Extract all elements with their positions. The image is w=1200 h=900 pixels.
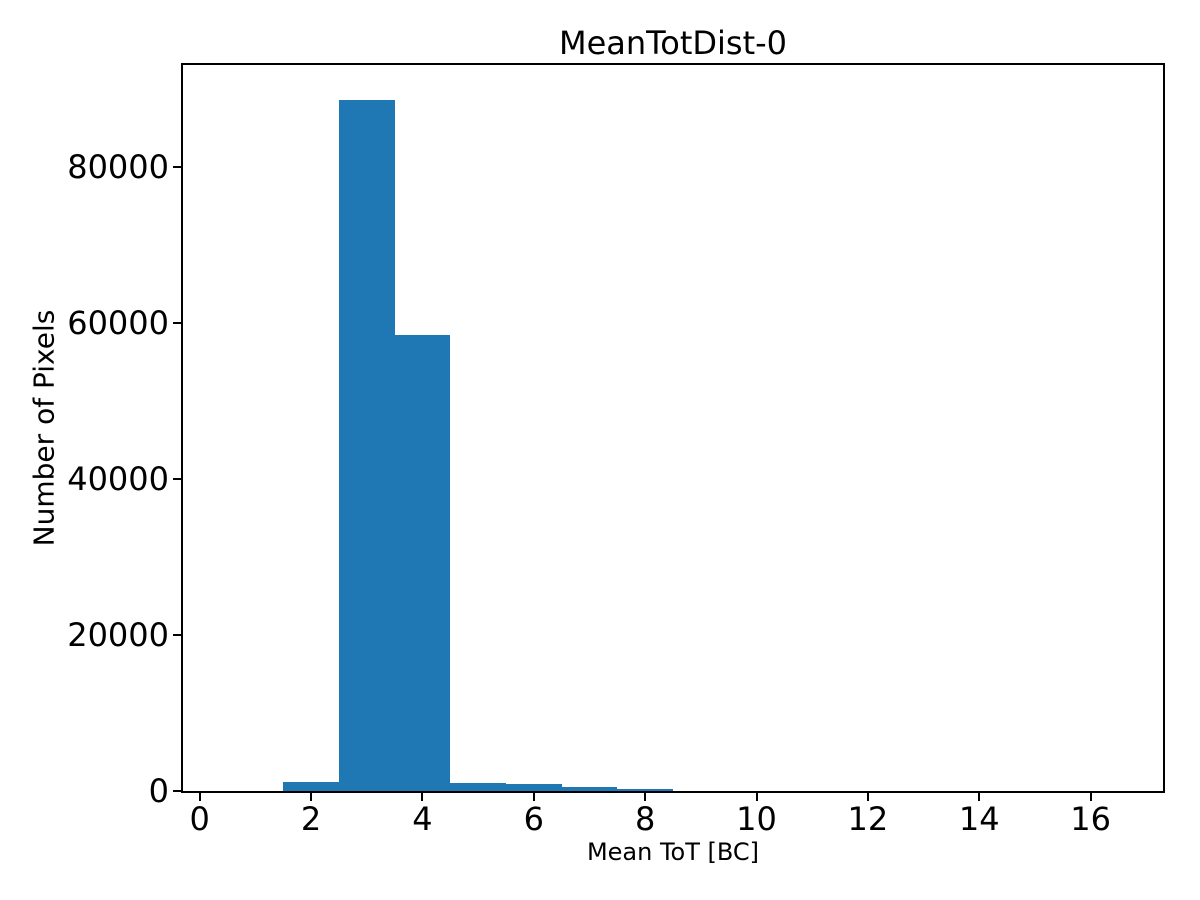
histogram-bar xyxy=(561,787,618,791)
histogram-bar xyxy=(283,782,339,791)
x-axis-tick xyxy=(978,793,981,801)
x-axis-tick xyxy=(755,793,758,801)
x-tick-label: 10 xyxy=(736,800,777,838)
x-tick-label: 8 xyxy=(634,800,656,838)
x-tick-label: 14 xyxy=(958,800,1000,838)
x-axis-tick xyxy=(421,793,424,801)
x-tick-label: 0 xyxy=(189,800,210,838)
y-axis-tick xyxy=(173,477,181,480)
histogram-bar xyxy=(617,789,673,791)
y-axis-tick xyxy=(173,165,181,168)
x-axis-tick xyxy=(198,793,201,801)
y-axis-tick xyxy=(173,321,181,324)
x-axis-tick xyxy=(310,793,313,801)
x-tick-label: 4 xyxy=(412,800,433,838)
x-tick-label: 16 xyxy=(1070,800,1111,838)
x-tick-label: 2 xyxy=(300,800,322,838)
x-axis-tick xyxy=(532,793,535,801)
x-axis-tick xyxy=(1089,793,1092,801)
x-axis-tick xyxy=(866,793,869,801)
histogram-bar xyxy=(338,99,395,791)
x-axis-tick xyxy=(644,793,647,801)
histogram-bar xyxy=(450,783,506,791)
y-tick-label: 20000 xyxy=(67,615,169,654)
x-tick-label: 6 xyxy=(523,800,544,838)
histogram-bar xyxy=(505,784,562,791)
x-axis-label: Mean ToT [BC] xyxy=(586,838,760,866)
histogram-bar xyxy=(394,335,451,791)
y-tick-label: 40000 xyxy=(67,459,169,498)
x-tick-label: 12 xyxy=(847,800,889,838)
y-axis-tick xyxy=(173,633,181,636)
y-tick-label: 60000 xyxy=(67,303,169,342)
y-axis-tick xyxy=(173,790,181,792)
chart-title: MeanTotDist-0 xyxy=(558,24,788,62)
y-tick-label: 0 xyxy=(148,772,169,810)
y-tick-label: 80000 xyxy=(67,147,169,186)
